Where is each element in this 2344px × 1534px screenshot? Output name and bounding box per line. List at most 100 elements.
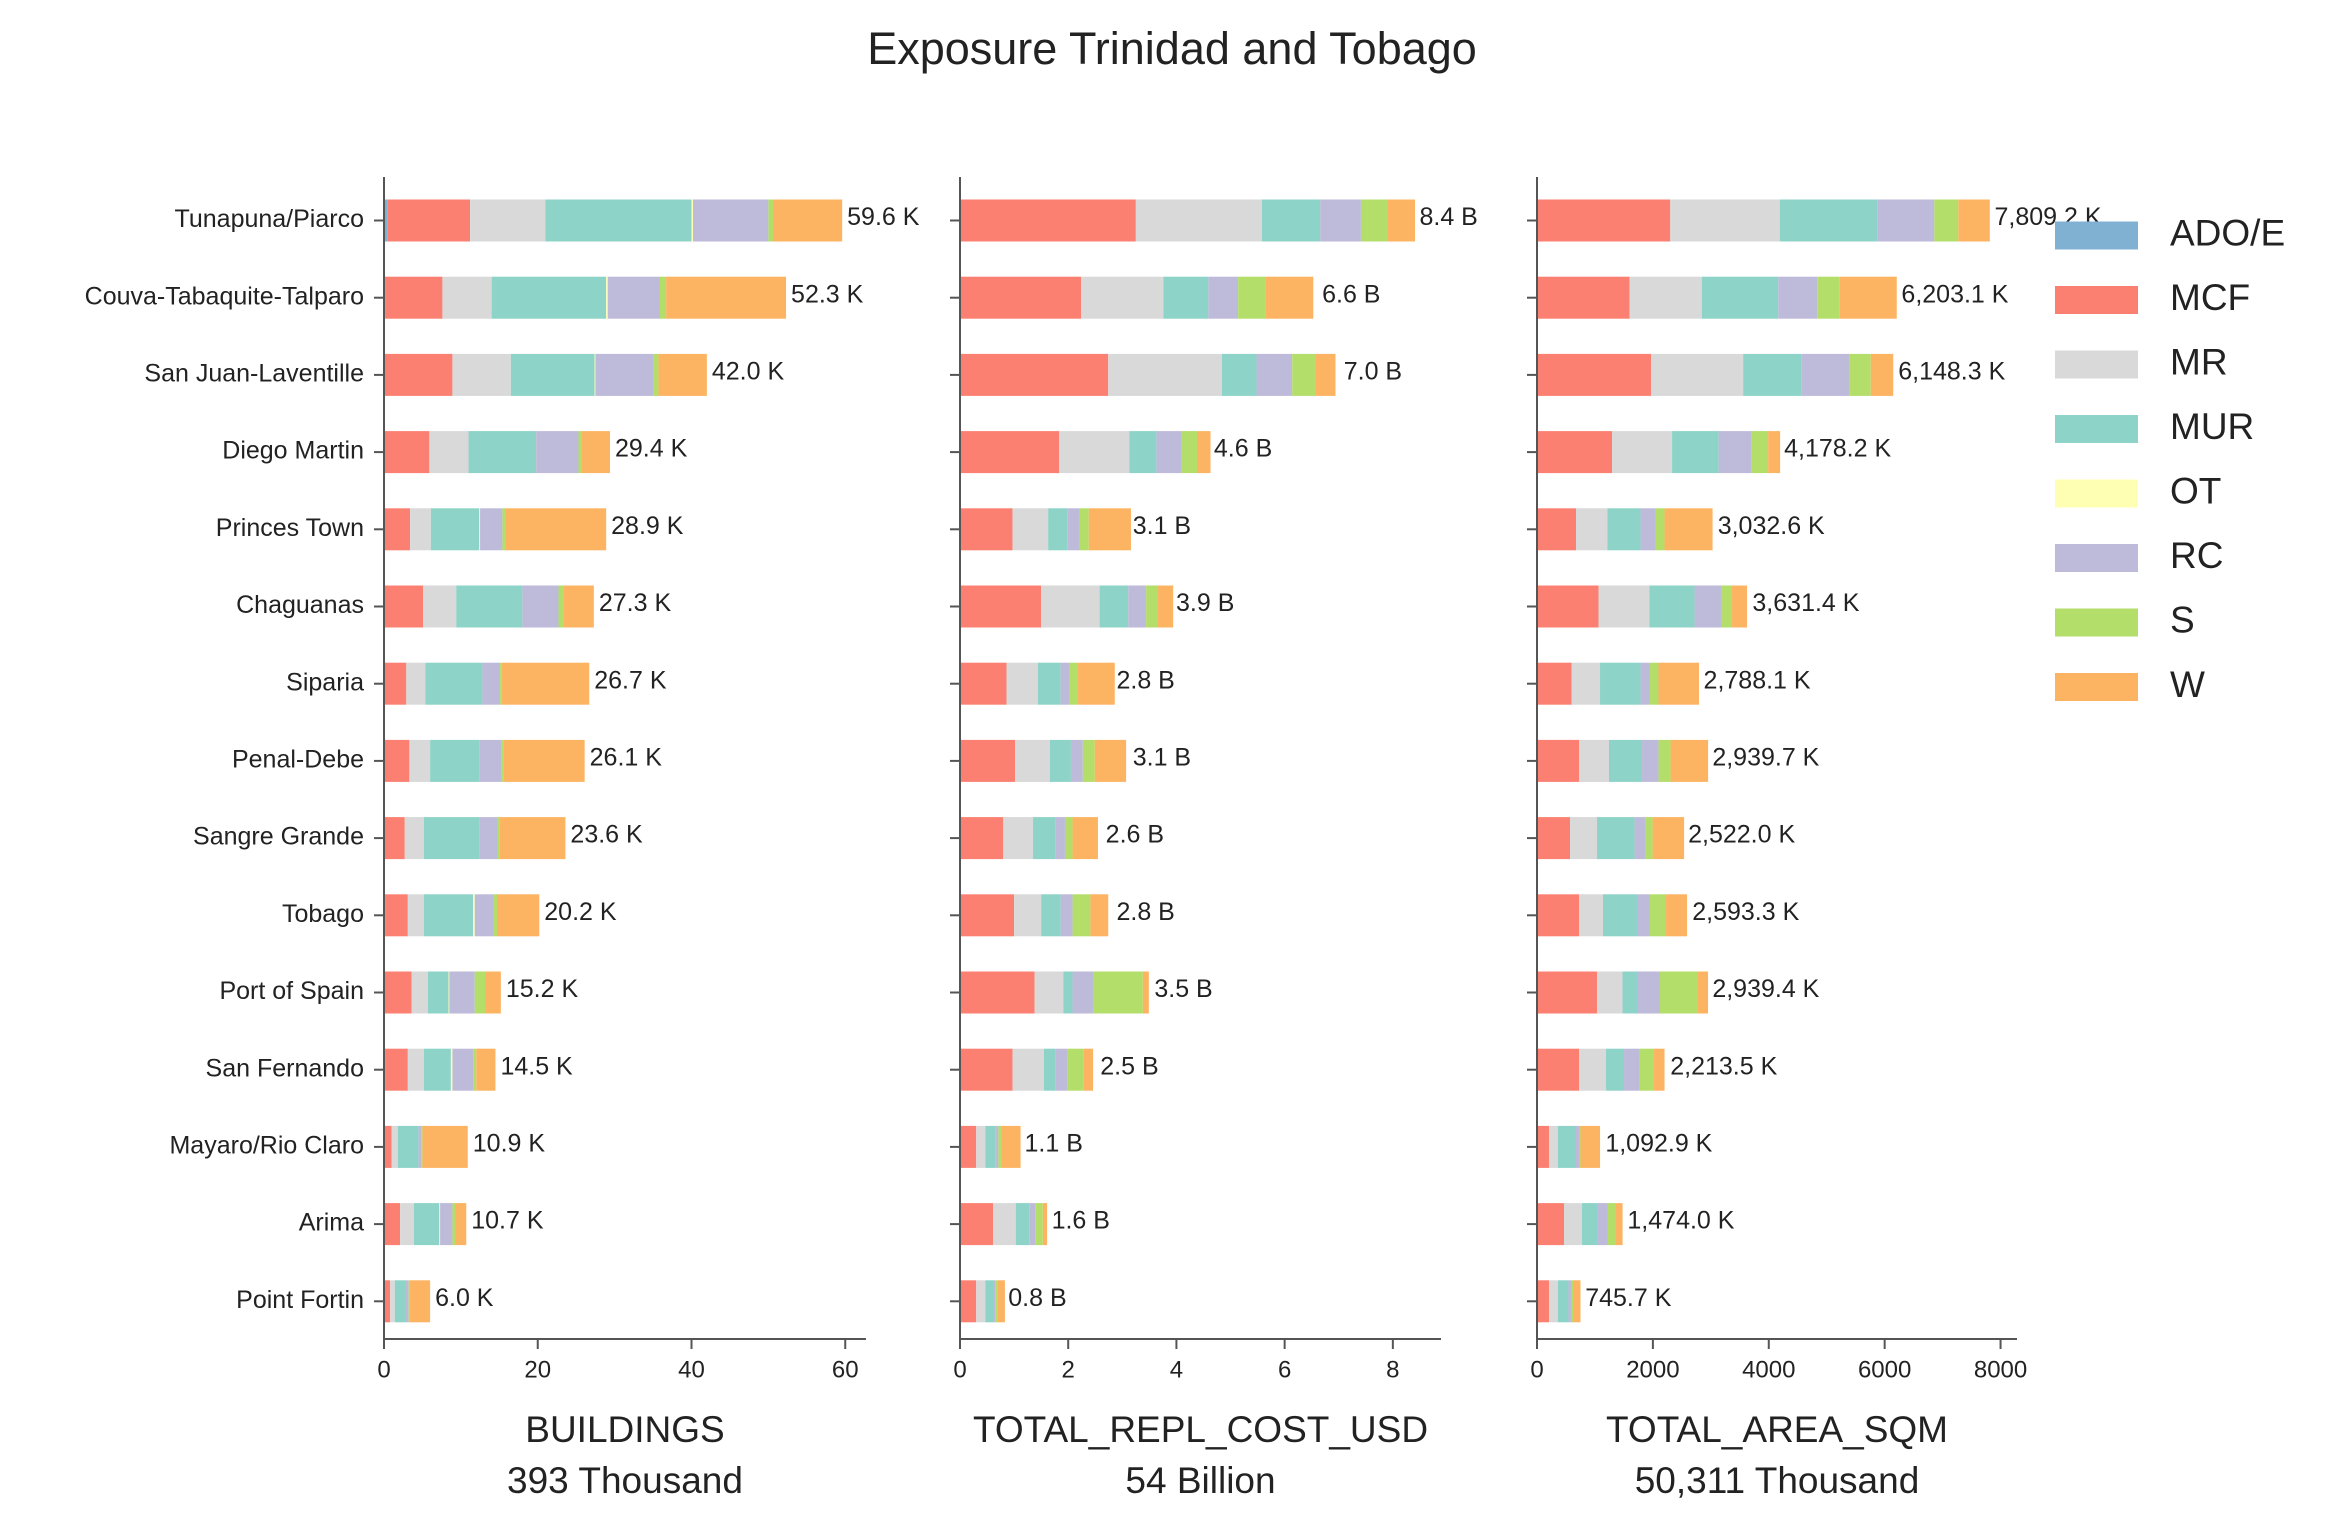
bar-segment <box>407 1048 424 1091</box>
legend-swatch <box>2055 608 2138 637</box>
bar-segment <box>1537 1280 1549 1323</box>
bar-segment <box>1360 199 1388 242</box>
bar-segment <box>1570 817 1598 860</box>
bar-segment <box>594 353 596 396</box>
bar-segment <box>1088 508 1131 551</box>
bar-segment <box>452 1203 456 1246</box>
total-label: 2.6 B <box>1106 821 1164 849</box>
total-label: 6,203.1 K <box>1901 280 2008 308</box>
bar-segment <box>1093 971 1143 1014</box>
y-tick-label: Diego Martin <box>222 437 364 465</box>
bar-segment <box>1001 1125 1021 1168</box>
legend-swatch <box>2055 350 2138 379</box>
legend-swatch <box>2055 544 2138 572</box>
bar-segment <box>1316 353 1336 396</box>
bar-segment <box>1743 353 1802 396</box>
bar-segment <box>400 1203 414 1246</box>
y-tick-label: Port of Spain <box>219 977 364 1005</box>
bar-segment <box>1658 662 1700 705</box>
bar-segment <box>658 353 707 396</box>
bar-segment <box>1012 1048 1044 1091</box>
total-label: 1,092.9 K <box>1605 1130 1712 1158</box>
bar-segment <box>450 1048 453 1091</box>
bar-segment <box>430 739 480 782</box>
bar-segment <box>1320 199 1361 242</box>
total-label: 7.0 B <box>1344 358 1402 386</box>
bar-segment <box>413 1203 440 1246</box>
total-label: 8.4 B <box>1419 203 1477 231</box>
legend-label: OT <box>2170 470 2221 511</box>
x-axis-subtitle: 393 Thousand <box>507 1460 743 1501</box>
bar-segment <box>1015 1203 1030 1246</box>
bar-segment <box>1128 585 1147 628</box>
bar-segment <box>1839 276 1897 319</box>
x-tick-label: 8 <box>1386 1356 1399 1383</box>
bar-segment <box>1059 431 1130 474</box>
bar-segment <box>384 739 410 782</box>
total-label: 26.7 K <box>594 666 667 694</box>
bar-segment <box>1694 585 1722 628</box>
bar-segment <box>408 1280 410 1323</box>
bar-segment <box>536 431 579 474</box>
bar-segment <box>384 1203 401 1246</box>
bar-segment <box>1069 662 1078 705</box>
bar-segment <box>485 971 501 1014</box>
bar-segment <box>418 1125 422 1168</box>
total-label: 1.6 B <box>1052 1207 1110 1235</box>
bar-segment <box>1651 353 1744 396</box>
y-tick-label: Siparia <box>286 668 364 696</box>
bar-segment <box>1649 662 1659 705</box>
total-label: 28.9 K <box>611 512 684 540</box>
bar-segment <box>1163 276 1209 319</box>
total-label: 3.1 B <box>1133 744 1191 772</box>
bar-segment <box>1718 431 1752 474</box>
bar-segment <box>411 971 428 1014</box>
bar-segment <box>1934 199 1959 242</box>
bar-segment <box>606 276 608 319</box>
bar-segment <box>1537 1203 1565 1246</box>
bar-segment <box>1006 662 1038 705</box>
bar-segment <box>993 1203 1016 1246</box>
y-tick-label: Tunapuna/Piarco <box>175 205 364 233</box>
bar-segment <box>1537 817 1571 860</box>
total-label: 2,213.5 K <box>1670 1052 1777 1080</box>
bar-segment <box>1870 353 1894 396</box>
bar-segment <box>1666 894 1688 937</box>
bar-segment <box>385 894 408 937</box>
bar-segment <box>1607 1203 1616 1246</box>
bar-segment <box>1042 1203 1048 1246</box>
bar-segment <box>960 817 1004 860</box>
bar-segment <box>1778 276 1818 319</box>
bar-segment <box>384 1280 391 1323</box>
legend-swatch <box>2055 221 2138 250</box>
bar-segment <box>1557 1125 1576 1168</box>
total-label: 10.9 K <box>473 1130 546 1158</box>
bar-segment <box>1645 817 1653 860</box>
y-tick-label: Point Fortin <box>236 1286 364 1314</box>
total-label: 52.3 K <box>791 280 864 308</box>
bar-segment <box>960 1048 1013 1091</box>
bar-segment <box>1256 353 1293 396</box>
total-label: 59.6 K <box>847 203 920 231</box>
bar-segment <box>499 817 566 860</box>
bar-segment <box>1670 739 1709 782</box>
bar-segment <box>394 1280 406 1323</box>
total-label: 6.6 B <box>1322 280 1380 308</box>
bar-segment <box>385 1048 408 1091</box>
bar-segment <box>1652 817 1685 860</box>
bar-segment <box>1597 971 1623 1014</box>
bar-segment <box>384 662 407 705</box>
bar-segment <box>1079 508 1089 551</box>
total-label: 3,032.6 K <box>1718 512 1825 540</box>
x-axis-title: TOTAL_REPL_COST_USD <box>973 1409 1428 1450</box>
bar-segment <box>406 662 426 705</box>
bar-segment <box>502 508 506 551</box>
legend-swatch <box>2055 415 2138 443</box>
bar-segment <box>409 739 431 782</box>
x-tick-label: 2 <box>1062 1356 1075 1383</box>
bar-segment <box>384 971 412 1014</box>
bar-segment <box>1067 508 1080 551</box>
bar-segment <box>476 1048 496 1091</box>
total-label: 3.1 B <box>1133 512 1191 540</box>
bar-segment <box>1077 662 1115 705</box>
